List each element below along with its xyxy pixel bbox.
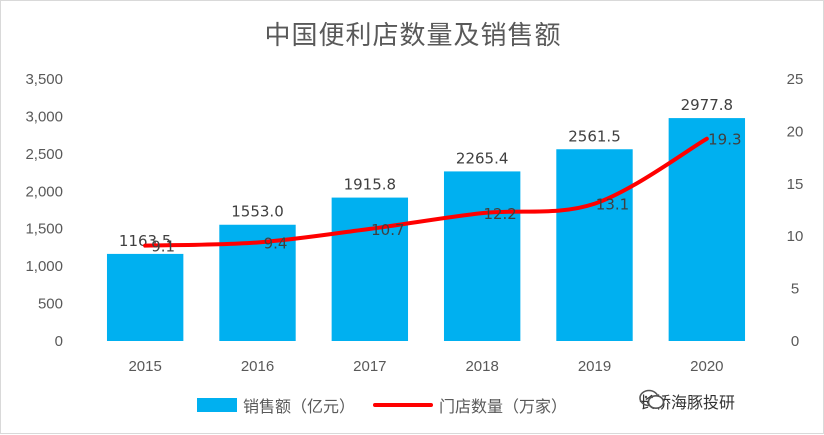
x-axis-tick: 2020 (690, 358, 723, 375)
legend-label-sales: 销售额（亿元） (243, 397, 356, 416)
left-axis-tick: 500 (38, 296, 63, 313)
right-axis-tick: 20 (787, 123, 804, 140)
right-axis-tick: 5 (791, 281, 799, 298)
left-axis-tick: 2,500 (25, 146, 63, 163)
legend-swatch-bar (197, 398, 237, 412)
legend: 销售额（亿元） 门店数量（万家） (197, 393, 585, 417)
wechat-icon (639, 389, 665, 409)
legend-label-stores: 门店数量（万家） (439, 397, 568, 416)
bar-value-label: 2265.4 (456, 149, 509, 167)
line-value-label: 19.3 (708, 131, 741, 149)
left-axis-tick: 0 (55, 333, 63, 350)
bar-value-label: 2977.8 (681, 96, 734, 114)
left-axis-tick: 2,000 (25, 183, 63, 200)
legend-item-stores: 门店数量（万家） (373, 393, 567, 417)
line-value-label: 12.2 (483, 205, 516, 223)
right-axis-tick: 15 (787, 176, 804, 193)
bar-value-label: 1553.0 (231, 203, 284, 221)
x-axis-tick: 2019 (578, 358, 611, 375)
left-axis-tick: 1,500 (25, 221, 63, 238)
x-axis-tick: 2018 (465, 358, 498, 375)
x-axis-tick: 2015 (128, 358, 161, 375)
line-value-label: 13.1 (596, 196, 629, 214)
legend-swatch-line (373, 403, 434, 407)
x-axis-tick: 2016 (241, 358, 274, 375)
line-value-label: 10.7 (371, 221, 404, 239)
watermark-text: 长桥海豚投研 (639, 393, 736, 412)
legend-item-sales: 销售额（亿元） (197, 393, 355, 417)
right-axis-tick: 10 (787, 228, 804, 245)
bar (106, 253, 184, 341)
right-axis-tick: 25 (787, 71, 804, 88)
bar-value-label: 2561.5 (568, 127, 621, 145)
bar (668, 118, 746, 342)
line-value-label: 9.1 (151, 238, 175, 256)
line-value-label: 9.4 (264, 234, 288, 252)
right-axis-tick: 0 (791, 333, 799, 350)
series-line-stores (143, 136, 709, 248)
bar (443, 171, 521, 341)
chart-title: 中国便利店数量及销售额 (264, 21, 562, 51)
x-axis-tick: 2017 (353, 358, 386, 375)
left-axis-tick: 3,500 (25, 71, 63, 88)
bar (331, 197, 409, 341)
bar (556, 149, 633, 341)
watermark: 长桥海豚投研 (639, 389, 735, 413)
bar-value-label: 1915.8 (344, 176, 397, 194)
left-axis-tick: 3,000 (25, 108, 63, 125)
left-axis-tick: 1,000 (25, 258, 63, 275)
